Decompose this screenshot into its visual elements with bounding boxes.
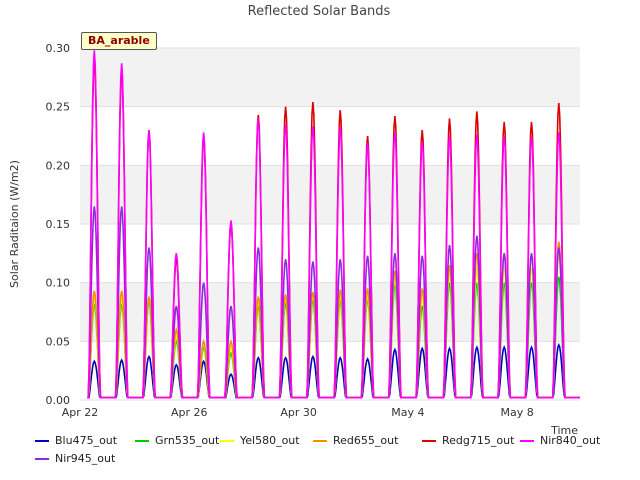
grid-band — [80, 48, 580, 107]
grid-band — [80, 282, 580, 342]
y-tick-label: 0.00 — [46, 394, 71, 407]
legend-label: Grn535_out — [155, 434, 220, 447]
series-line-nir840_out — [87, 50, 580, 399]
legend-swatch — [135, 439, 149, 442]
legend-label: Redg715_out — [442, 434, 515, 447]
x-ticks: Apr 22 Apr 26 Apr 30 May 4 May 8 — [62, 406, 534, 419]
y-axis-label: Solar Raditaion (W/m2) — [8, 160, 21, 288]
y-tick-label: 0.10 — [46, 277, 71, 290]
legend-swatch — [520, 439, 534, 442]
x-axis-label: Time — [550, 424, 578, 437]
legend-item-nir945_out: Nir945_out — [35, 452, 115, 465]
legend-label: Blu475_out — [55, 434, 118, 447]
y-tick-label: 0.20 — [46, 159, 71, 172]
legend-item-red655_out: Red655_out — [313, 434, 398, 447]
y-tick-label: 0.05 — [46, 335, 71, 348]
legend-item-yel580_out: Yel580_out — [220, 434, 300, 447]
legend-swatch — [313, 439, 327, 442]
y-tick-label: 0.30 — [46, 42, 71, 55]
y-tick-label: 0.25 — [46, 101, 71, 114]
series-lines — [86, 50, 580, 399]
annotation-badge: BA_arable — [81, 32, 157, 50]
x-tick-label: Apr 22 — [62, 406, 99, 419]
x-tick-label: Apr 26 — [171, 406, 208, 419]
legend-swatch — [422, 439, 436, 442]
legend-label: Red655_out — [333, 434, 399, 447]
grid-band — [80, 165, 580, 224]
legend-item-grn535_out: Grn535_out — [135, 434, 219, 447]
chart-title: Reflected Solar Bands — [248, 4, 391, 19]
legend-label: Yel580_out — [240, 434, 300, 447]
x-tick-label: May 4 — [391, 406, 424, 419]
grid-bands — [80, 48, 580, 342]
legend-label: Nir945_out — [55, 452, 116, 465]
x-tick-label: Apr 30 — [280, 406, 317, 419]
legend-item-redg715_out: Redg715_out — [422, 434, 514, 447]
x-tick-label: May 8 — [501, 406, 534, 419]
legend-label: Nir840_out — [540, 434, 601, 447]
y-ticks: 0.00 0.05 0.10 0.15 0.20 0.25 0.30 — [46, 42, 71, 407]
legend-swatch — [35, 439, 49, 442]
legend-swatch — [220, 439, 234, 442]
legend-item-nir840_out: Nir840_out — [520, 434, 600, 447]
legend-item-blu475_out: Blu475_out — [35, 434, 117, 447]
gridlines — [80, 47, 580, 401]
y-tick-label: 0.15 — [46, 218, 71, 231]
legend-swatch — [35, 457, 49, 460]
